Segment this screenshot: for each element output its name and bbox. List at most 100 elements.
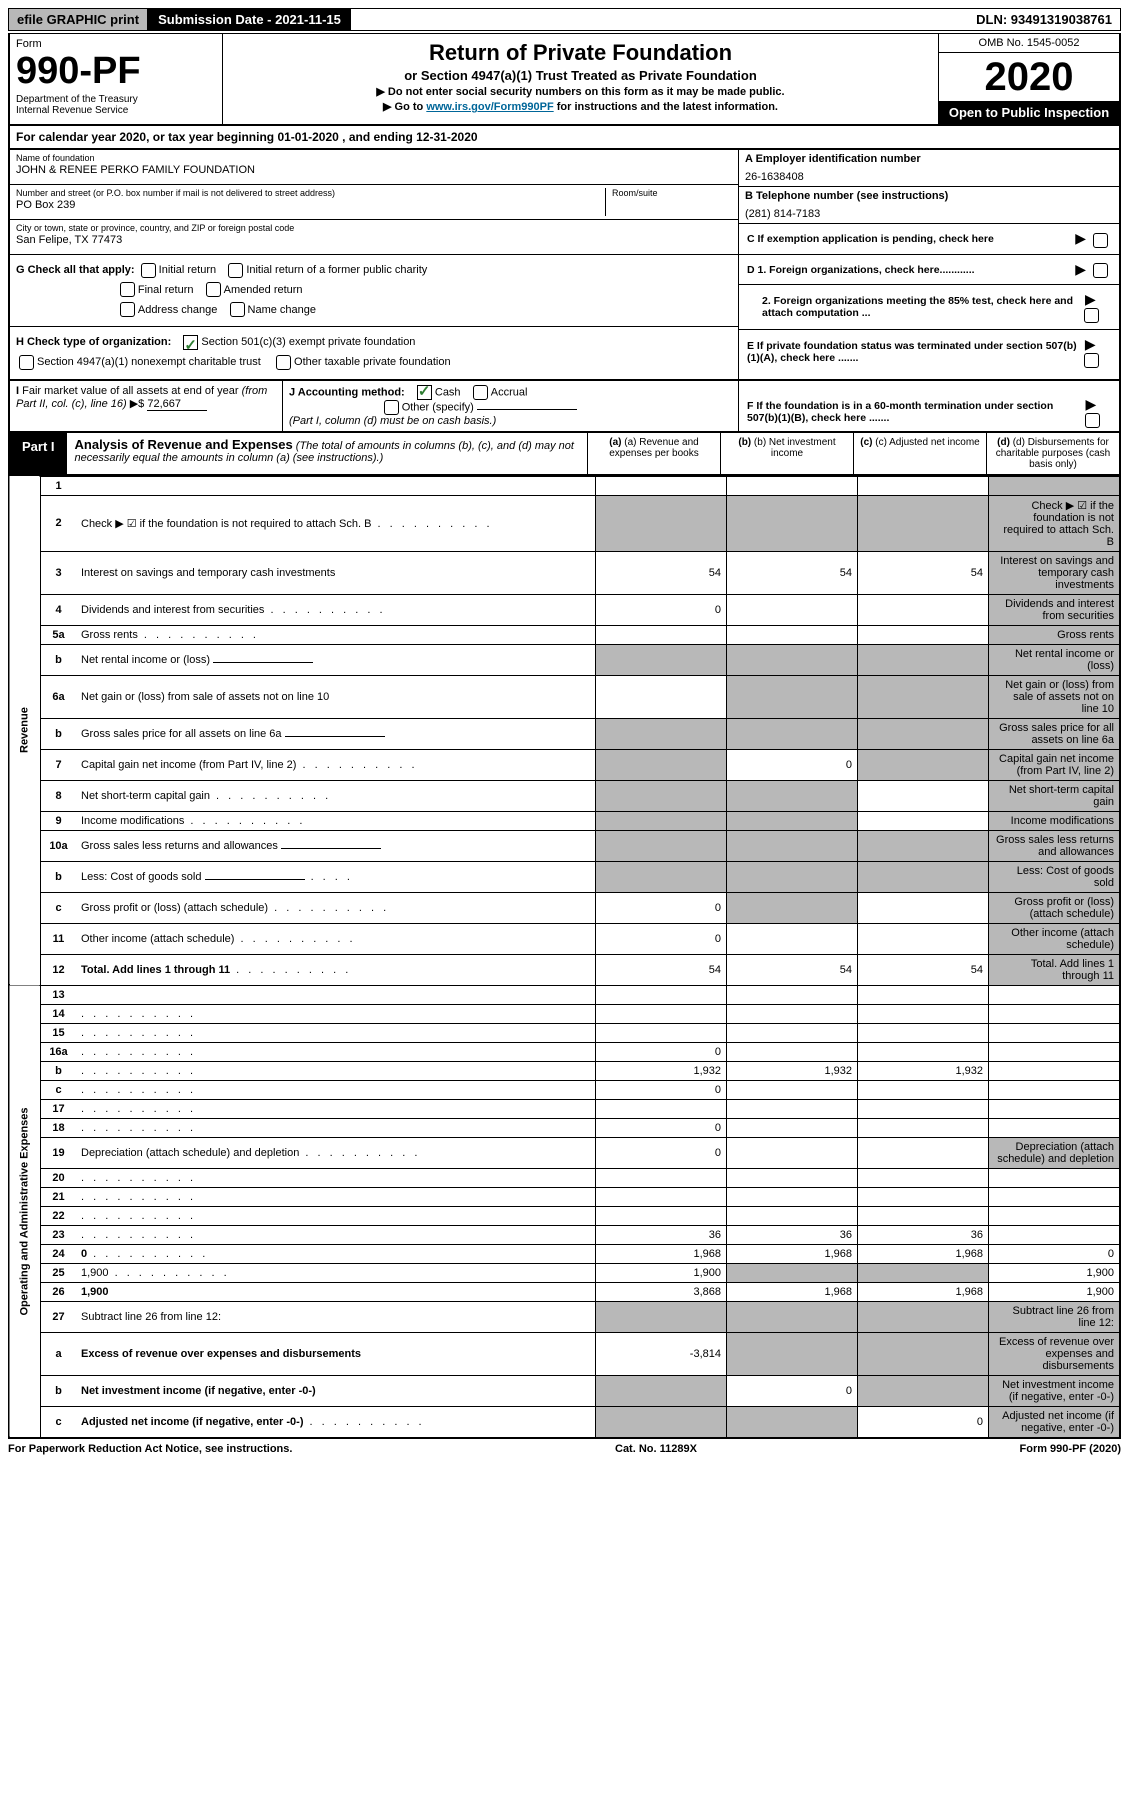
line-number: 3 [41,551,77,594]
value-cell-c: 0 [858,1406,989,1438]
value-cell-a [596,1004,727,1023]
line-number: 19 [41,1137,77,1168]
h-check-row: H Check type of organization: Section 50… [10,327,738,379]
catalog-number: Cat. No. 11289X [615,1443,697,1455]
line-number: 17 [41,1099,77,1118]
irs-link[interactable]: www.irs.gov/Form990PF [426,101,553,113]
value-cell-d: Net gain or (loss) from sale of assets n… [989,675,1121,718]
amended-return-checkbox[interactable] [206,282,221,297]
value-cell-d: Interest on savings and temporary cash i… [989,551,1121,594]
j-accounting: J Accounting method: Cash Accrual Other … [283,381,738,431]
value-cell-a [596,476,727,495]
value-cell-d: Income modifications [989,811,1121,830]
value-cell-c [858,675,989,718]
value-cell-b [727,1042,858,1061]
value-cell-b [727,1137,858,1168]
value-cell-d [989,1042,1121,1061]
value-cell-a [596,1406,727,1438]
line-number: b [41,644,77,675]
value-cell-c: 54 [858,954,989,985]
line-description: Less: Cost of goods sold [76,861,596,892]
table-row: 17 [9,1099,1120,1118]
line-description: Net investment income (if negative, ente… [76,1375,596,1406]
other-method-checkbox[interactable] [384,400,399,415]
initial-return-checkbox[interactable] [141,263,156,278]
value-cell-c [858,892,989,923]
line-description: Interest on savings and temporary cash i… [76,551,596,594]
value-cell-b [727,1301,858,1332]
value-cell-c [858,1080,989,1099]
d1-checkbox[interactable] [1093,263,1108,278]
line-number: c [41,892,77,923]
line-description [76,1080,596,1099]
initial-former-checkbox[interactable] [228,263,243,278]
form-number: 990-PF [16,52,216,90]
value-cell-d: Adjusted net income (if negative, enter … [989,1406,1121,1438]
table-row: 6aNet gain or (loss) from sale of assets… [9,675,1120,718]
value-cell-c: 36 [858,1225,989,1244]
4947-checkbox[interactable] [19,355,34,370]
501c3-checkbox[interactable] [183,335,198,350]
value-cell-d: Check ▶ ☑ if the foundation is not requi… [989,495,1121,551]
other-taxable-checkbox[interactable] [276,355,291,370]
e-row: E If private foundation status was termi… [739,330,1119,374]
name-change-checkbox[interactable] [230,302,245,317]
form-subtitle: or Section 4947(a)(1) Trust Treated as P… [229,68,932,83]
value-cell-a [596,1187,727,1206]
instruction-1: ▶ Do not enter social security numbers o… [229,85,932,98]
value-cell-c: 54 [858,551,989,594]
line-description: 1,900 [76,1282,596,1301]
city-row: City or town, state or province, country… [10,220,738,255]
e-checkbox[interactable] [1084,353,1099,368]
value-cell-b [727,811,858,830]
c-checkbox[interactable] [1093,233,1108,248]
open-public-label: Open to Public Inspection [939,101,1119,124]
accrual-checkbox[interactable] [473,385,488,400]
cash-checkbox[interactable] [417,385,432,400]
value-cell-a: 0 [596,1080,727,1099]
value-cell-a: 1,968 [596,1244,727,1263]
value-cell-d: Less: Cost of goods sold [989,861,1121,892]
table-row: 261,9003,8681,9681,9681,900 [9,1282,1120,1301]
form-footer-label: Form 990-PF (2020) [1020,1443,1121,1455]
line-number: 22 [41,1206,77,1225]
final-return-checkbox[interactable] [120,282,135,297]
d1-row: D 1. Foreign organizations, check here..… [739,255,1119,286]
f-checkbox[interactable] [1085,413,1100,428]
value-cell-c [858,1187,989,1206]
table-row: 14 [9,1004,1120,1023]
section-label: Revenue [9,476,41,985]
line-number: 20 [41,1168,77,1187]
table-row: bNet investment income (if negative, ent… [9,1375,1120,1406]
line-description: Dividends and interest from securities [76,594,596,625]
line-description [76,1206,596,1225]
value-cell-d [989,1168,1121,1187]
value-cell-b [727,476,858,495]
line-description [76,1187,596,1206]
line-description: 0 [76,1244,596,1263]
value-cell-d [989,985,1121,1004]
value-cell-b: 1,968 [727,1244,858,1263]
value-cell-c [858,1118,989,1137]
value-cell-a [596,675,727,718]
address-change-checkbox[interactable] [120,302,135,317]
table-row: bGross sales price for all assets on lin… [9,718,1120,749]
line-description: 1,900 [76,1263,596,1282]
line-number: b [41,1375,77,1406]
table-row: 2401,9681,9681,9680 [9,1244,1120,1263]
line-number: b [41,861,77,892]
value-cell-b [727,861,858,892]
d2-checkbox[interactable] [1084,308,1099,323]
table-row: cAdjusted net income (if negative, enter… [9,1406,1120,1438]
value-cell-d: Gross sales less returns and allowances [989,830,1121,861]
d2-row: 2. Foreign organizations meeting the 85%… [739,285,1119,330]
form-header: Form 990-PF Department of the Treasury I… [8,33,1121,126]
value-cell-d [989,1004,1121,1023]
page-footer: For Paperwork Reduction Act Notice, see … [8,1443,1121,1455]
value-cell-a [596,495,727,551]
value-cell-c [858,476,989,495]
line-number: 1 [41,476,77,495]
efile-print-button[interactable]: efile GRAPHIC print [9,9,148,30]
line-number: 13 [41,985,77,1004]
table-row: 3Interest on savings and temporary cash … [9,551,1120,594]
